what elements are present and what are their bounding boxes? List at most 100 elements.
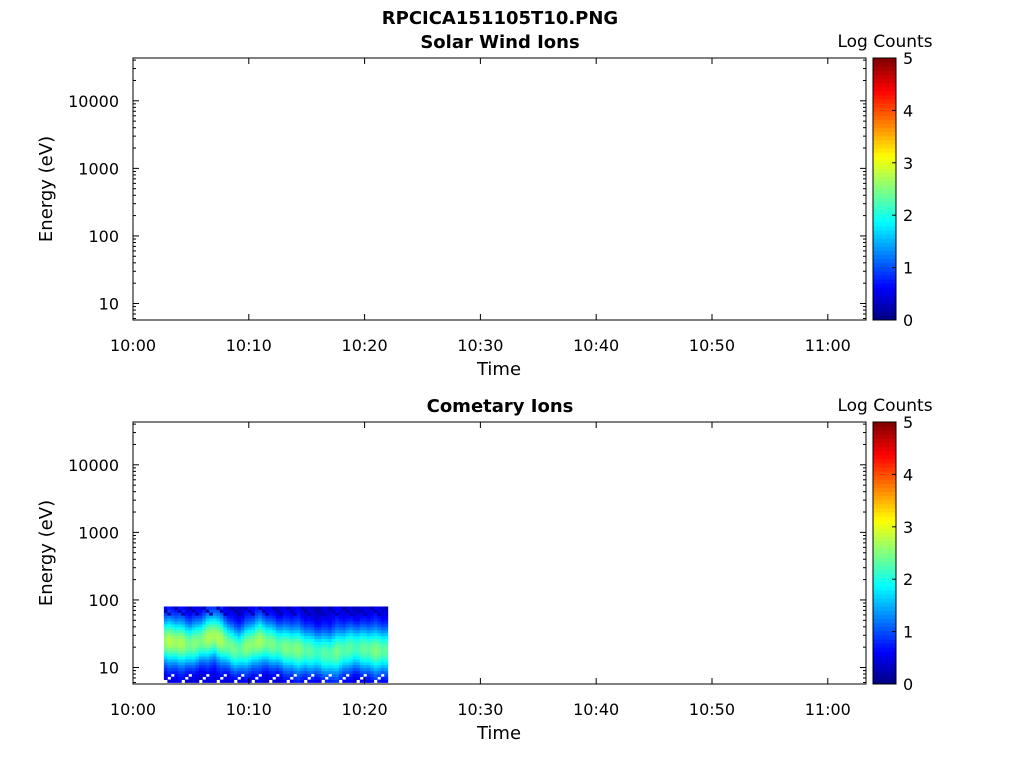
heatmap-cell [188, 644, 193, 648]
heatmap-cell [335, 609, 340, 613]
heatmap-cell [202, 647, 207, 651]
heatmap-cell [174, 612, 179, 616]
heatmap-cell [212, 621, 217, 625]
heatmap-cell [188, 638, 193, 642]
colorbar-segment [873, 115, 896, 120]
heatmap-cell [251, 673, 256, 678]
x-tick-label: 10:00 [110, 700, 156, 719]
heatmap-cell [328, 667, 333, 672]
heatmap-cell [366, 609, 371, 613]
heatmap-cell [233, 650, 238, 654]
heatmap-cell [335, 656, 340, 660]
heatmap-cell [345, 656, 350, 660]
heatmap-cell [293, 653, 298, 657]
heatmap-cell [303, 647, 308, 651]
heatmap-cell [240, 629, 245, 634]
heatmap-cell [338, 629, 343, 634]
heatmap-cell [307, 632, 312, 637]
heatmap-cell [286, 635, 291, 640]
heatmap-cell [293, 635, 298, 640]
heatmap-cell [258, 650, 263, 654]
heatmap-cell [237, 653, 242, 657]
heatmap-cell [212, 612, 217, 616]
heatmap-cell [184, 606, 189, 610]
heatmap-cell [195, 662, 200, 666]
heatmap-cell [303, 606, 308, 610]
heatmap-cell [205, 638, 210, 642]
heatmap-cell [163, 629, 168, 634]
heatmap-cell [342, 626, 347, 631]
heatmap-cell [223, 670, 228, 675]
heatmap-cell [272, 644, 277, 648]
heatmap-cell [366, 659, 371, 663]
heatmap-cell [265, 659, 270, 663]
heatmap-cell [272, 626, 277, 631]
heatmap-cell [244, 618, 249, 622]
heatmap-cell [307, 609, 312, 613]
heatmap-cell [384, 659, 389, 663]
x-axis: 10:00 10:10 10:20 10:30 10:40 10:50 11:00 [110, 58, 851, 355]
heatmap-cell [251, 626, 256, 631]
heatmap-cell [289, 673, 294, 678]
colorbar-segment [873, 242, 896, 247]
heatmap-cell [279, 656, 284, 660]
heatmap-cell [233, 629, 238, 634]
heatmap-cell [363, 659, 368, 663]
heatmap-cell [237, 670, 242, 675]
heatmap-cell [384, 624, 389, 628]
heatmap-cell [212, 624, 217, 628]
heatmap-cell [363, 650, 368, 654]
heatmap-cell [198, 638, 203, 642]
heatmap-cell [352, 626, 357, 631]
heatmap-cell [223, 644, 228, 648]
heatmap-cell [202, 612, 207, 616]
heatmap-cell [272, 632, 277, 637]
heatmap-cell [328, 659, 333, 663]
heatmap-cell [181, 656, 186, 660]
heatmap-cell [314, 659, 319, 663]
heatmap-cell [188, 676, 193, 680]
colorbar-segment [873, 454, 896, 460]
heatmap-cell [286, 612, 291, 616]
heatmap-cell [286, 673, 291, 678]
heatmap-cell [177, 673, 182, 678]
heatmap-cell [275, 624, 280, 628]
heatmap-cell [356, 667, 361, 672]
heatmap-cell [219, 644, 224, 648]
heatmap-cell [191, 650, 196, 654]
heatmap-cell [261, 679, 266, 683]
heatmap-cell [251, 662, 256, 666]
heatmap-cell [300, 618, 305, 622]
colorbar-segment [873, 671, 896, 677]
y-tick-label: 10 [99, 295, 119, 314]
heatmap-cell [254, 644, 259, 648]
heatmap-cell [303, 638, 308, 642]
heatmap-cell [282, 667, 287, 672]
heatmap-cell [345, 609, 350, 613]
heatmap-cell [307, 644, 312, 648]
heatmap-cell [314, 624, 319, 628]
heatmap-cell [167, 615, 172, 619]
heatmap-cell [349, 644, 354, 648]
heatmap-cell [324, 662, 329, 666]
heatmap-cell [335, 653, 340, 657]
heatmap-cell [310, 650, 315, 654]
heatmap-cell [324, 609, 329, 613]
heatmap-cell [345, 659, 350, 663]
heatmap-cell [321, 609, 326, 613]
heatmap-cell [184, 656, 189, 660]
heatmap-cell [310, 632, 315, 637]
heatmap-cell [209, 647, 214, 651]
plot-frame [132, 57, 867, 321]
heatmap-cell [195, 650, 200, 654]
heatmap-cell [163, 662, 168, 666]
heatmap-cell [321, 667, 326, 672]
heatmap-cell [345, 670, 350, 675]
heatmap-cell [188, 650, 193, 654]
heatmap-cell [216, 632, 221, 637]
heatmap-cell [380, 647, 385, 651]
heatmap-cell [321, 650, 326, 654]
heatmap-cell [349, 632, 354, 637]
heatmap-cell [349, 629, 354, 634]
